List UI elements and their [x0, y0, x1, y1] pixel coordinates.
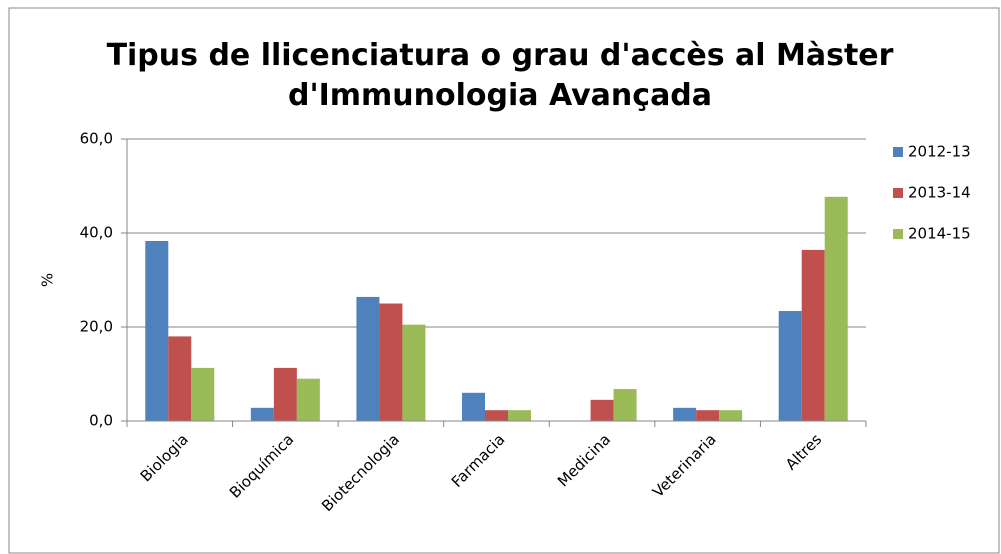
bar	[508, 410, 531, 421]
bar	[778, 311, 802, 421]
legend-swatch	[893, 147, 903, 157]
legend-label: 2013-14	[908, 184, 971, 202]
bar	[801, 249, 825, 421]
bar	[673, 407, 697, 421]
legend-label: 2012-13	[908, 143, 971, 161]
chart-title: Tipus de llicenciatura o grau d'accès al…	[106, 38, 894, 113]
bar	[191, 367, 215, 421]
bar	[296, 378, 320, 421]
y-tick-label: 0,0	[89, 412, 113, 430]
bar	[273, 367, 297, 421]
y-tick-label: 20,0	[80, 318, 113, 336]
bar	[145, 240, 169, 421]
bar	[250, 407, 274, 421]
bar	[168, 336, 192, 421]
bar	[824, 196, 848, 421]
legend-swatch	[893, 188, 903, 198]
y-tick-label: 60,0	[80, 130, 113, 148]
legend-label: 2014-15	[908, 225, 971, 243]
y-axis-label: %	[39, 273, 57, 287]
bar	[719, 410, 743, 421]
bar	[402, 324, 426, 421]
legend-swatch	[893, 229, 903, 239]
bar	[379, 303, 403, 421]
bar	[356, 296, 380, 421]
bar	[590, 399, 614, 421]
bar	[696, 410, 720, 421]
bar	[485, 410, 508, 421]
y-tick-label: 40,0	[80, 224, 113, 242]
bar	[462, 392, 485, 421]
bar	[613, 389, 637, 421]
